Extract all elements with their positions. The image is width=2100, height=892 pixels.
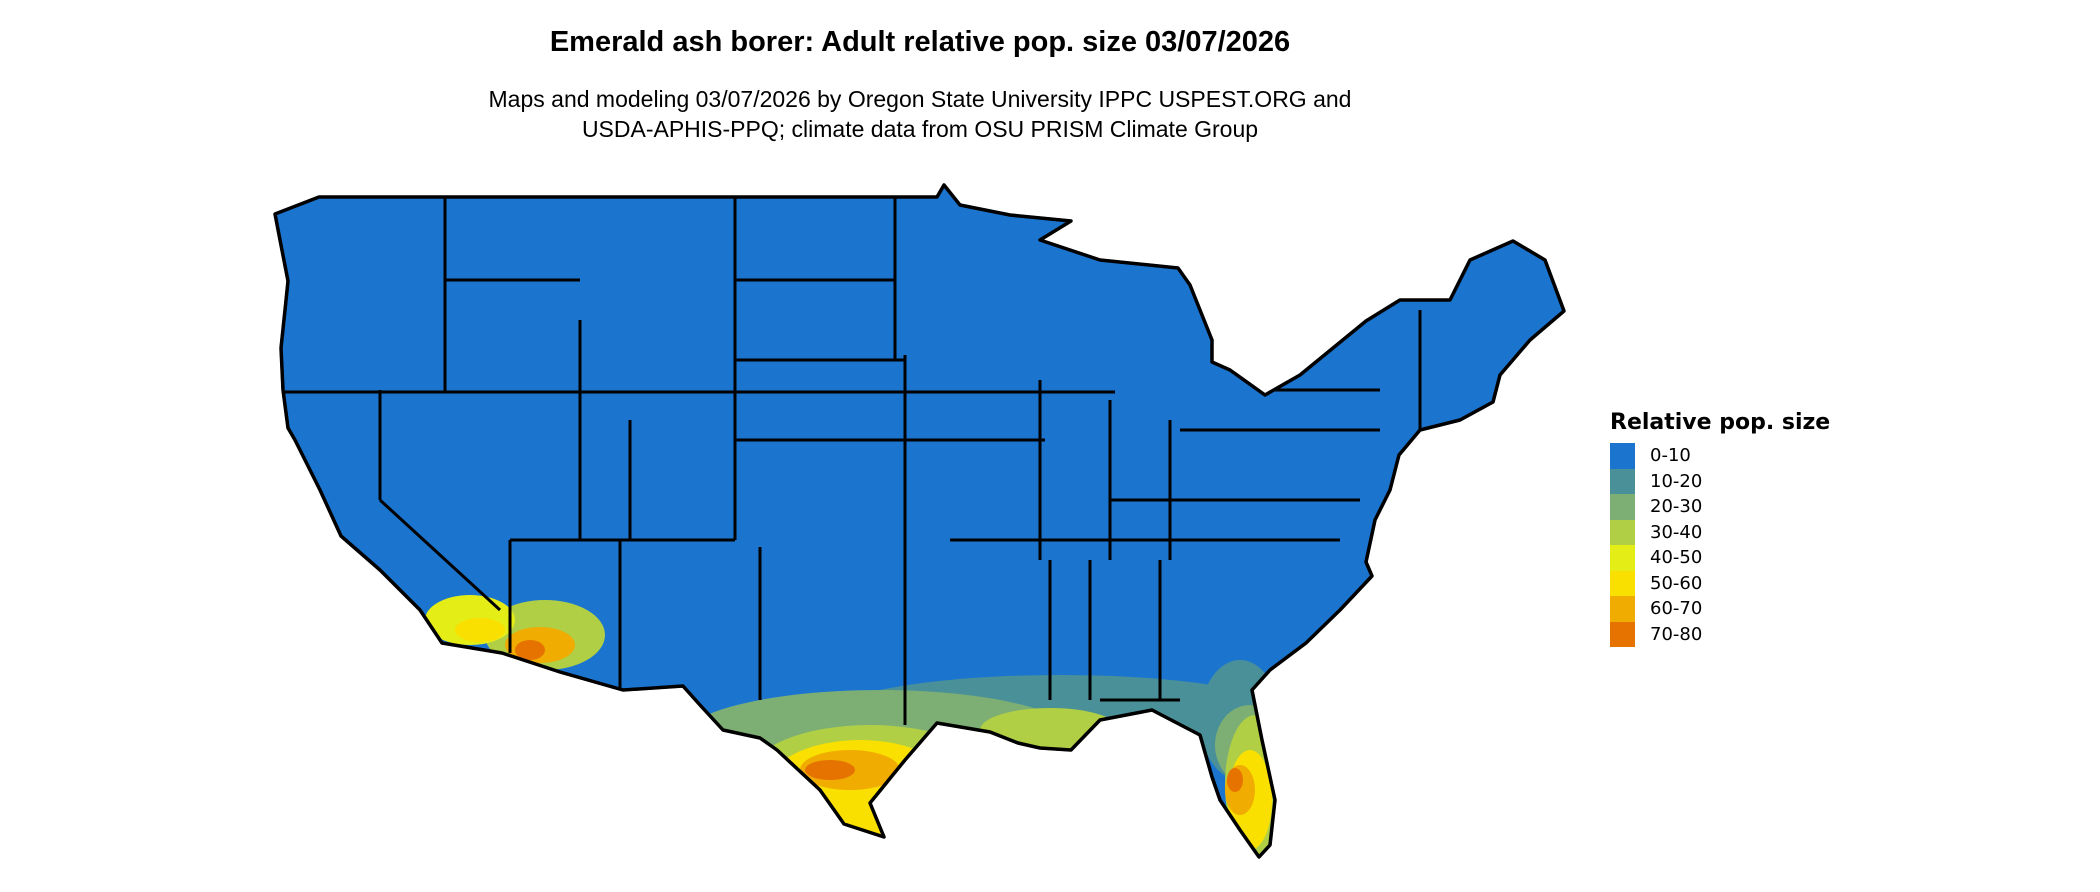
chart-title: Emerald ash borer: Adult relative pop. s… [549,26,1291,58]
legend-swatch [1610,494,1635,520]
legend-item: 20-30 [1610,494,1830,520]
subtitle-line-2: USDA-APHIS-PPQ; climate data from OSU PR… [581,116,1259,142]
legend-label: 40-50 [1650,547,1703,569]
legend-swatch [1610,621,1635,647]
hotspot-70-80 [805,760,855,780]
legend-item: 10-20 [1610,468,1830,494]
subtitle-line-1: Maps and modeling 03/07/2026 by Oregon S… [488,86,1352,112]
hotspot-50-60 [455,618,505,642]
legend-item: 40-50 [1610,545,1830,571]
hotspot-30-40 [980,708,1120,752]
legend-item: 70-80 [1610,621,1830,647]
legend-swatch [1610,596,1635,622]
legend-label: 20-30 [1650,496,1703,518]
hotspot-70-80 [515,640,545,660]
state-borders [285,197,1422,725]
legend-label: 60-70 [1650,598,1703,620]
legend-item: 50-60 [1610,570,1830,596]
legend-swatch [1610,468,1635,494]
hotspot-70-80 [1227,768,1243,792]
legend-swatch [1610,519,1635,545]
legend-label: 70-80 [1650,623,1703,645]
legend: Relative pop. size 0-10 10-20 20-30 30-40 40… [1610,410,1830,647]
legend-label: 30-40 [1650,521,1703,543]
legend-label: 10-20 [1650,470,1703,492]
us-border [273,183,1566,859]
legend-item: 30-40 [1610,519,1830,545]
chart-subtitle: Maps and modeling 03/07/2026 by Oregon S… [0,84,1840,144]
legend-label: 50-60 [1650,572,1703,594]
legend-title: Relative pop. size [1610,410,1831,435]
legend-item: 0-10 [1610,443,1830,469]
state-border-line [378,498,502,612]
legend-label: 0-10 [1650,445,1691,467]
us-land-0-10 [273,183,1566,859]
legend-swatch [1610,570,1635,596]
legend-swatch [1610,443,1635,469]
legend-swatch [1610,545,1635,571]
legend-item: 60-70 [1610,596,1830,622]
